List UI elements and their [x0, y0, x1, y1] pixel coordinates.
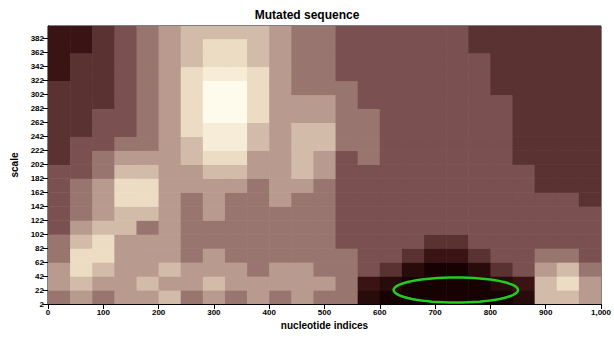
svg-text:2: 2: [40, 300, 45, 309]
svg-text:nucleotide indices: nucleotide indices: [281, 320, 369, 331]
svg-text:300: 300: [207, 308, 221, 317]
svg-text:182: 182: [31, 174, 45, 183]
svg-text:1,000: 1,000: [591, 308, 612, 317]
svg-text:600: 600: [373, 308, 387, 317]
svg-text:382: 382: [31, 34, 45, 43]
svg-text:42: 42: [35, 272, 44, 281]
svg-text:122: 122: [31, 216, 45, 225]
svg-text:242: 242: [31, 132, 45, 141]
svg-text:202: 202: [31, 160, 45, 169]
svg-text:322: 322: [31, 76, 45, 85]
svg-text:162: 162: [31, 188, 45, 197]
svg-text:222: 222: [31, 146, 45, 155]
svg-text:200: 200: [152, 308, 166, 317]
svg-text:302: 302: [31, 90, 45, 99]
svg-text:700: 700: [428, 308, 442, 317]
svg-text:400: 400: [263, 308, 277, 317]
svg-text:362: 362: [31, 48, 45, 57]
svg-text:scale: scale: [9, 152, 20, 177]
svg-text:262: 262: [31, 118, 45, 127]
svg-text:Mutated sequence: Mutated sequence: [255, 8, 360, 22]
svg-text:22: 22: [35, 286, 44, 295]
svg-text:62: 62: [35, 258, 44, 267]
svg-text:500: 500: [318, 308, 332, 317]
svg-text:282: 282: [31, 104, 45, 113]
svg-text:100: 100: [97, 308, 111, 317]
svg-text:900: 900: [539, 308, 553, 317]
svg-text:142: 142: [31, 202, 45, 211]
svg-text:800: 800: [484, 308, 498, 317]
svg-text:82: 82: [35, 244, 44, 253]
svg-text:0: 0: [46, 308, 51, 317]
svg-text:342: 342: [31, 62, 45, 71]
svg-text:102: 102: [31, 230, 45, 239]
